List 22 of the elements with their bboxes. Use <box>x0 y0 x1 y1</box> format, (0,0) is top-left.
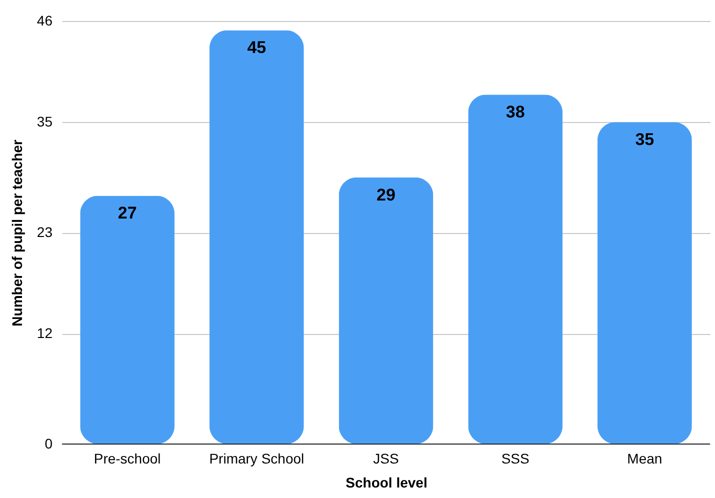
data-label: 38 <box>506 102 525 122</box>
x-tick-label: SSS <box>501 450 530 466</box>
bar <box>338 177 434 444</box>
bar <box>468 94 563 444</box>
x-tick-label: Pre-school <box>94 450 161 466</box>
y-tick-label: 12 <box>36 325 53 342</box>
x-tick-label: Primary School <box>209 450 304 466</box>
bar <box>597 122 692 444</box>
y-tick-label: 0 <box>44 436 53 452</box>
x-tick-label: Mean <box>627 450 662 466</box>
x-axis-title: School level <box>346 474 428 490</box>
y-tick-label: 35 <box>36 114 53 130</box>
data-label: 35 <box>635 130 654 150</box>
data-label: 45 <box>247 38 266 58</box>
bar <box>209 30 304 444</box>
y-tick-label: 23 <box>36 224 53 240</box>
bar <box>80 196 175 444</box>
x-tick-label: JSS <box>373 450 399 466</box>
data-label: 29 <box>376 185 396 204</box>
y-tick-label: 46 <box>36 12 53 28</box>
y-axis-title: Number of pupil per teacher <box>8 139 25 326</box>
data-label: 27 <box>118 204 137 223</box>
